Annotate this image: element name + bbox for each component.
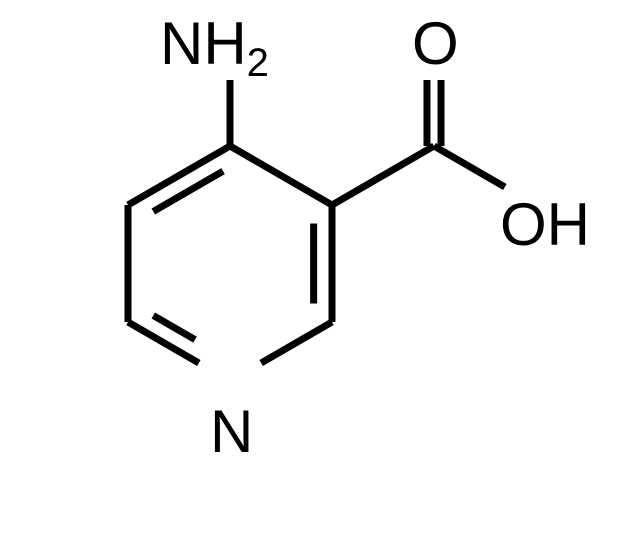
bond-ring_CH_br-ring_N	[261, 322, 332, 363]
atom-label-sub: 2	[247, 41, 269, 85]
bond-ring_CH_tl-ring_C_top-inner	[153, 171, 223, 211]
atom-label-main: OH	[500, 191, 590, 258]
bond-ring_C_right-carboxyl_C	[332, 146, 434, 205]
bond-ring_N-ring_CH_bl-inner	[153, 315, 195, 339]
atom-label-hydroxyl: OH	[500, 191, 590, 258]
bond-ring_C_top-ring_C_right	[230, 146, 332, 205]
atom-label-main: N	[210, 398, 253, 465]
atom-label-ring-n: N	[210, 398, 253, 465]
bond-ring_N-ring_CH_bl	[128, 322, 199, 363]
bond-carboxyl_C-carboxyl_O_single	[434, 146, 505, 187]
atom-label-main: O	[412, 10, 459, 77]
atom-label-main: NH	[160, 10, 247, 77]
atom-label-oxo: O	[412, 10, 459, 77]
molecule-diagram: NH2 N O OH	[0, 0, 640, 536]
atom-label-amine: NH2	[160, 10, 269, 85]
